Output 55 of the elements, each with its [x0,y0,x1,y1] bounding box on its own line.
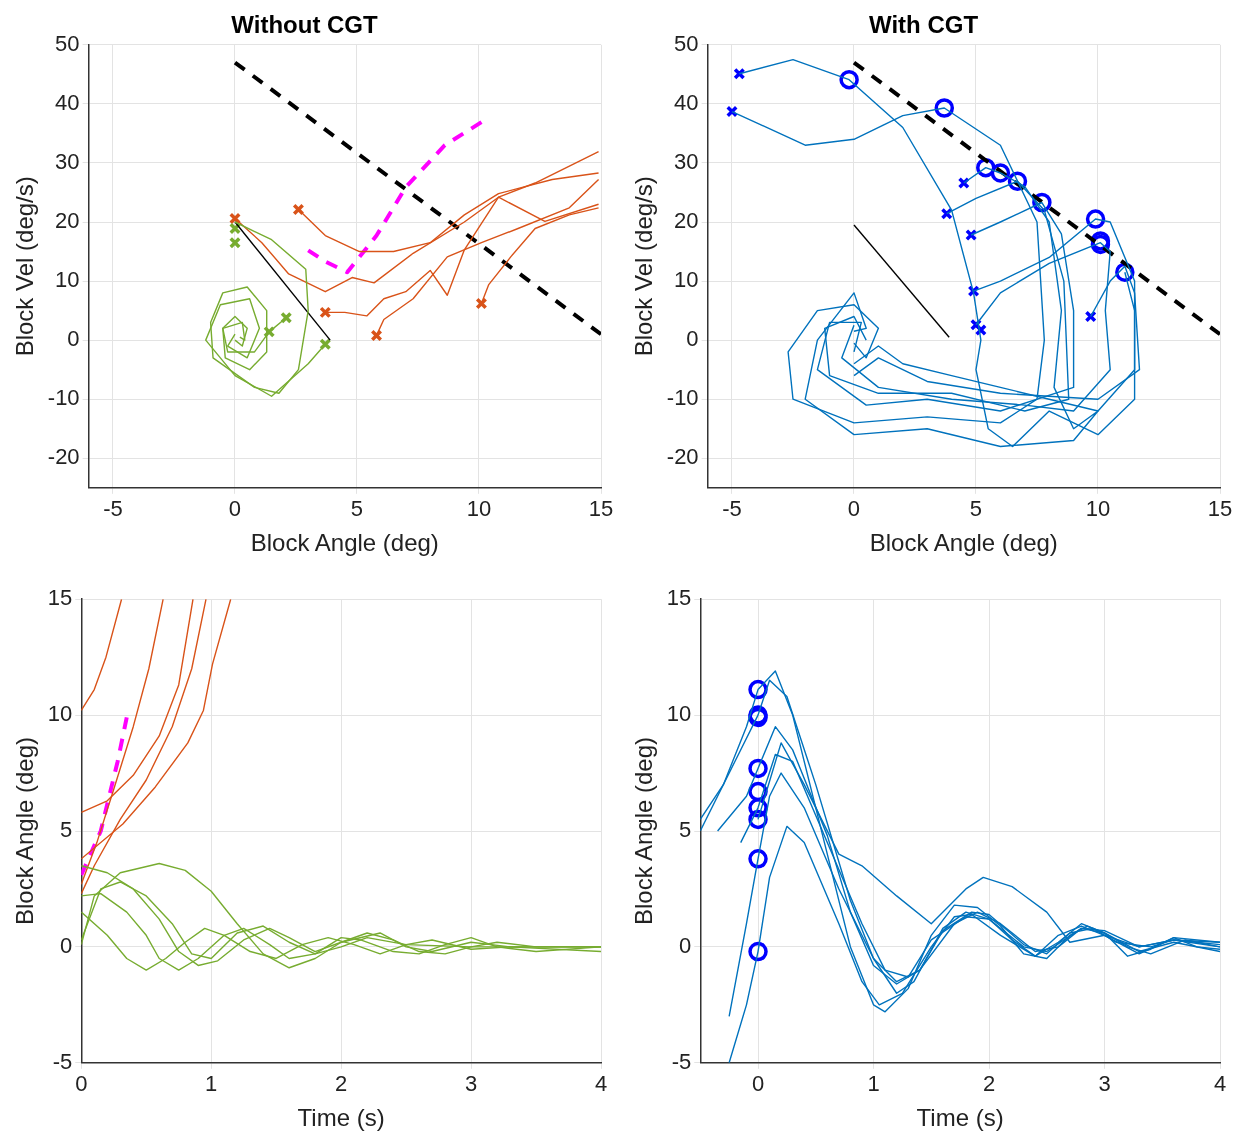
y-tick-label: 0 [60,932,73,958]
x-tick-label: 4 [594,1071,608,1097]
y-tick-label: -10 [666,385,699,411]
y-tick-label: 15 [666,585,692,611]
y-tick-label: 40 [674,89,699,115]
x-tick-label: 15 [1207,496,1233,522]
y-tick-label: 15 [47,585,73,611]
x-tick-label: -5 [722,496,742,522]
x-tick-label: 1 [867,1071,880,1097]
y-tick-label: 10 [666,701,692,727]
x-tick-label: 3 [464,1071,478,1097]
x-tick-label: 4 [1213,1071,1227,1097]
y-tick-label: -5 [671,1048,692,1074]
chart-title: With CGT [868,11,979,39]
y-tick-label: 50 [674,30,699,56]
x-tick-label: 1 [205,1071,218,1097]
y-tick-label: -5 [52,1048,73,1074]
x-axis-title: Time (s) [916,1104,1004,1132]
x-tick-label: 2 [982,1071,996,1097]
x-axis-title: Block Angle (deg) [250,529,439,557]
y-tick-label: 50 [55,30,80,56]
y-tick-label: 40 [55,89,80,115]
y-tick-label: 0 [67,326,80,352]
y-tick-label: 20 [674,208,699,234]
y-axis-title: Block Vel (deg/s) [630,176,658,357]
chart-title: Without CGT [231,11,379,39]
x-tick-label: 0 [847,496,861,522]
x-axis-title: Time (s) [297,1104,385,1132]
y-tick-label: 10 [55,267,80,293]
x-tick-label: 2 [335,1071,348,1097]
y-tick-label: 5 [679,817,692,843]
x-tick-label: 5 [350,496,364,522]
y-tick-label: 5 [60,817,73,843]
y-tick-label: 20 [55,208,80,234]
y-tick-label: -20 [47,444,80,470]
x-tick-label: -5 [103,496,123,522]
x-tick-label: 3 [1098,1071,1111,1097]
y-tick-label: 30 [674,149,699,174]
x-tick-label: 5 [969,496,983,522]
x-tick-label: 0 [228,496,242,522]
x-tick-label: 15 [588,496,614,522]
y-tick-label: 30 [55,149,80,174]
y-axis-title: Block Angle (deg) [11,736,39,926]
y-tick-label: 10 [47,701,73,727]
y-tick-label: 0 [686,326,699,352]
y-axis-title: Block Angle (deg) [630,736,658,926]
y-tick-label: 10 [674,267,699,293]
y-axis-title: Block Vel (deg/s) [11,176,39,357]
x-tick-label: 0 [751,1071,765,1097]
y-tick-label: -10 [47,385,80,411]
x-axis-title: Block Angle (deg) [869,529,1058,557]
x-tick-label: 10 [1085,496,1111,522]
y-tick-label: 0 [679,932,692,958]
x-tick-label: 10 [466,496,492,522]
y-tick-label: -20 [666,444,699,470]
